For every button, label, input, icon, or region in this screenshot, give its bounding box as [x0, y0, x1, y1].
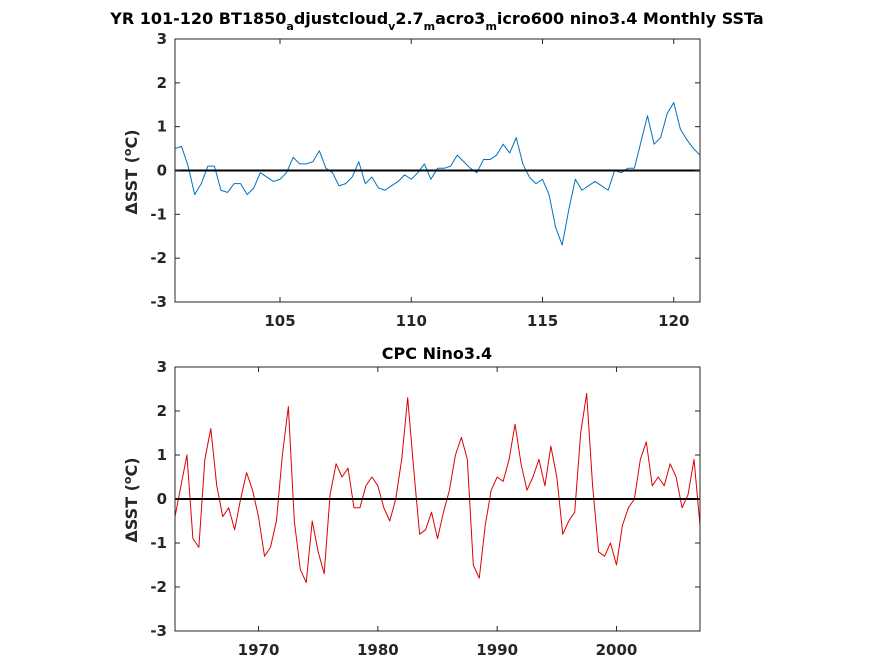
x-tick-label: 2000 — [596, 641, 638, 656]
top-chart-panel: YR 101-120 BT1850adjustcloudv2.7macro3mi… — [109, 9, 763, 330]
x-tick-label: 115 — [527, 312, 558, 330]
y-tick-label: -2 — [150, 249, 167, 267]
x-tick-label: 1980 — [357, 641, 399, 656]
bottom-chart-title: CPC Nino3.4 — [382, 344, 492, 363]
series-line-0 — [174, 102, 701, 246]
y-tick-label: -3 — [150, 622, 167, 640]
y-tick-label: -1 — [150, 534, 167, 552]
x-tick-label: 1990 — [476, 641, 518, 656]
y-tick-label: 0 — [157, 490, 167, 508]
x-tick-label: 120 — [658, 312, 689, 330]
y-tick-label: 2 — [157, 74, 167, 92]
y-tick-label: 3 — [157, 30, 167, 48]
y-tick-label: 1 — [157, 446, 167, 464]
top-chart-ylabel: ΔSST (oC) — [121, 129, 141, 214]
bottom-chart-panel: CPC Nino3.4 ΔSST (oC) 1970 1980 1990 2000 3 2… — [121, 344, 701, 656]
y-tick-label: -2 — [150, 578, 167, 596]
bottom-chart-ylabel: ΔSST (oC) — [121, 457, 141, 542]
x-tick-label: 110 — [396, 312, 427, 330]
y-tick-label: 3 — [157, 358, 167, 376]
y-tick-label: 2 — [157, 402, 167, 420]
y-tick-label: 0 — [157, 162, 167, 180]
x-tick-label: 1970 — [238, 641, 280, 656]
series-line-0 — [174, 392, 701, 584]
y-tick-label: 1 — [157, 118, 167, 136]
y-tick-label: -3 — [150, 293, 167, 311]
y-tick-label: -1 — [150, 205, 167, 223]
x-tick-label: 105 — [264, 312, 295, 330]
top-chart-title: YR 101-120 BT1850adjustcloudv2.7macro3mi… — [109, 9, 763, 33]
